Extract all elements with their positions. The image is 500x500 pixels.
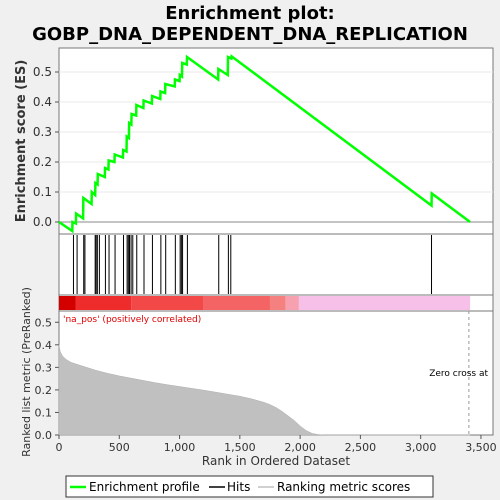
es-y-axis-label: Enrichment score (ES) bbox=[14, 60, 29, 223]
legend-label-enrichment: Enrichment profile bbox=[89, 480, 200, 494]
hit-markers bbox=[72, 235, 433, 294]
heatmap-band bbox=[75, 296, 132, 310]
metric-y-tick-label: 0.4 bbox=[35, 339, 53, 352]
enrichment-profile-line bbox=[58, 54, 471, 234]
legend-label-metric: Ranking metric scores bbox=[277, 480, 410, 494]
es-panel bbox=[58, 47, 494, 235]
es-y-tick-label: 0.2 bbox=[33, 155, 52, 169]
x-tick-label: 3,500 bbox=[465, 441, 497, 454]
hits-panel bbox=[58, 233, 494, 296]
es-y-axis: 0.0 0.1 0.2 0.3 0.4 0.5 bbox=[33, 65, 59, 229]
metric-y-tick-label: 0.2 bbox=[35, 384, 53, 397]
heatmap-band bbox=[131, 296, 204, 310]
metric-y-tick-label: 0.3 bbox=[35, 361, 53, 374]
legend-box bbox=[65, 475, 434, 498]
es-y-tick-label: 0.3 bbox=[33, 125, 52, 139]
x-axis-label: Rank in Ordered Dataset bbox=[202, 454, 350, 468]
es-gridlines bbox=[59, 71, 493, 223]
x-tick-label: 2,500 bbox=[345, 441, 377, 454]
zero-cross-annotation: Zero cross at bbox=[429, 369, 488, 379]
positive-correlation-annotation: 'na_pos' (positively correlated) bbox=[63, 315, 201, 325]
x-tick-label: 0 bbox=[56, 441, 63, 454]
heatmap-band bbox=[59, 296, 76, 310]
metric-y-axis: 0.0 0.1 0.2 0.3 0.4 0.5 bbox=[35, 316, 59, 442]
chart-title-line1: Enrichment plot: bbox=[165, 3, 335, 24]
es-y-tick-label: 0.5 bbox=[33, 65, 52, 79]
chart-title-line2: GOBP_DNA_DEPENDENT_DNA_REPLICATION bbox=[32, 24, 468, 45]
x-tick-label: 3,000 bbox=[405, 441, 437, 454]
x-tick-label: 1,000 bbox=[164, 441, 196, 454]
legend-label-hits: Hits bbox=[227, 480, 250, 494]
x-axis: 0 500 1,000 1,500 2,000 2,500 3,000 3,500 bbox=[56, 435, 497, 454]
heatmap-band bbox=[269, 296, 286, 310]
es-y-tick-label: 0.1 bbox=[33, 185, 52, 199]
metric-y-tick-label: 0.0 bbox=[35, 429, 53, 442]
rank-heatmap bbox=[59, 296, 471, 310]
heatmap-band bbox=[298, 296, 471, 310]
metric-y-axis-label: Ranked list metric (PreRanked) bbox=[20, 287, 33, 457]
metric-y-tick-label: 0.1 bbox=[35, 406, 53, 419]
metric-y-tick-label: 0.5 bbox=[35, 316, 53, 329]
heatmap-band bbox=[203, 296, 270, 310]
es-y-tick-label: 0.4 bbox=[33, 95, 52, 109]
x-tick-label: 500 bbox=[109, 441, 130, 454]
es-y-tick-label: 0.0 bbox=[33, 215, 52, 229]
ranking-metric-area bbox=[58, 344, 471, 436]
x-tick-label: 1,500 bbox=[224, 441, 256, 454]
heatmap-band bbox=[285, 296, 299, 310]
x-tick-label: 2,000 bbox=[284, 441, 316, 454]
